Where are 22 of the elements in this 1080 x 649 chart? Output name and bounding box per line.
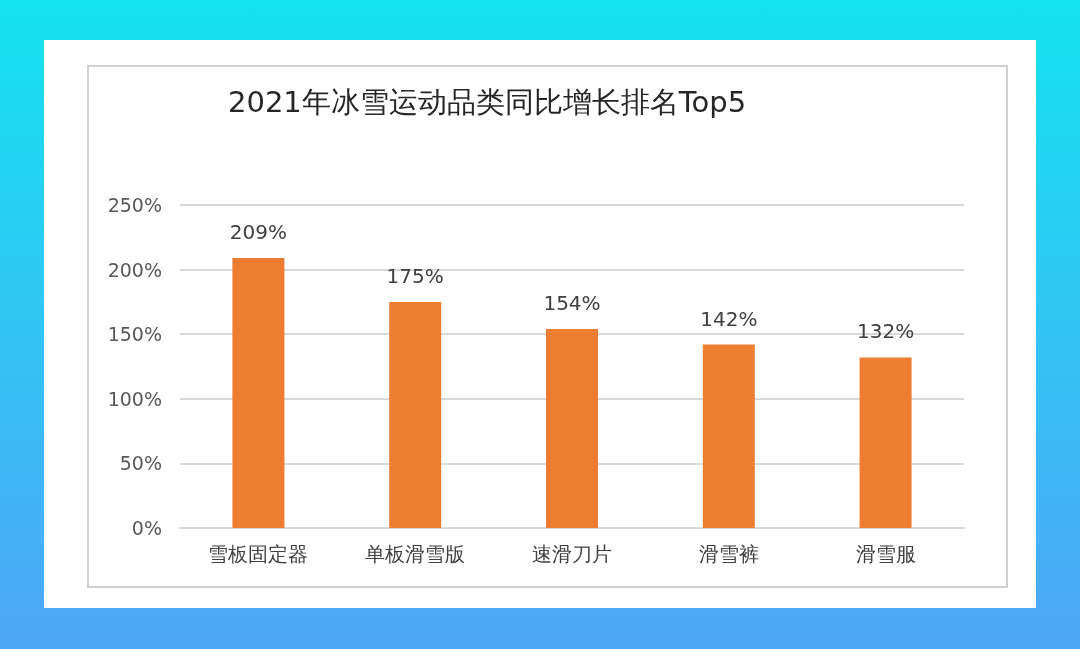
y-tick-label: 200%: [107, 258, 162, 281]
chart-title: 2021年冰雪运动品类同比增长排名Top5: [228, 84, 747, 119]
data-label: 154%: [543, 291, 601, 316]
data-label: 209%: [229, 219, 287, 244]
y-tick-label: 50%: [119, 452, 162, 475]
y-tick-label: 150%: [107, 323, 162, 346]
x-tick-label: 速滑刀片: [532, 542, 612, 566]
bar: [546, 329, 598, 528]
x-tick-label: 雪板固定器: [208, 542, 309, 566]
data-label: 175%: [386, 263, 444, 288]
data-label: 142%: [700, 306, 758, 331]
bar: [702, 344, 755, 528]
bar: [389, 301, 442, 528]
y-tick-label: 250%: [107, 194, 162, 216]
x-tick-label: 滑雪裤: [698, 542, 759, 566]
bar: [232, 257, 285, 528]
data-label: 132%: [857, 319, 915, 344]
x-tick-label: 单板滑雪版: [365, 542, 466, 566]
y-tick-label: 0%: [131, 517, 162, 539]
x-tick-label: 滑雪服: [855, 542, 916, 566]
y-tick-label: 100%: [107, 387, 162, 410]
bar: [859, 357, 912, 528]
